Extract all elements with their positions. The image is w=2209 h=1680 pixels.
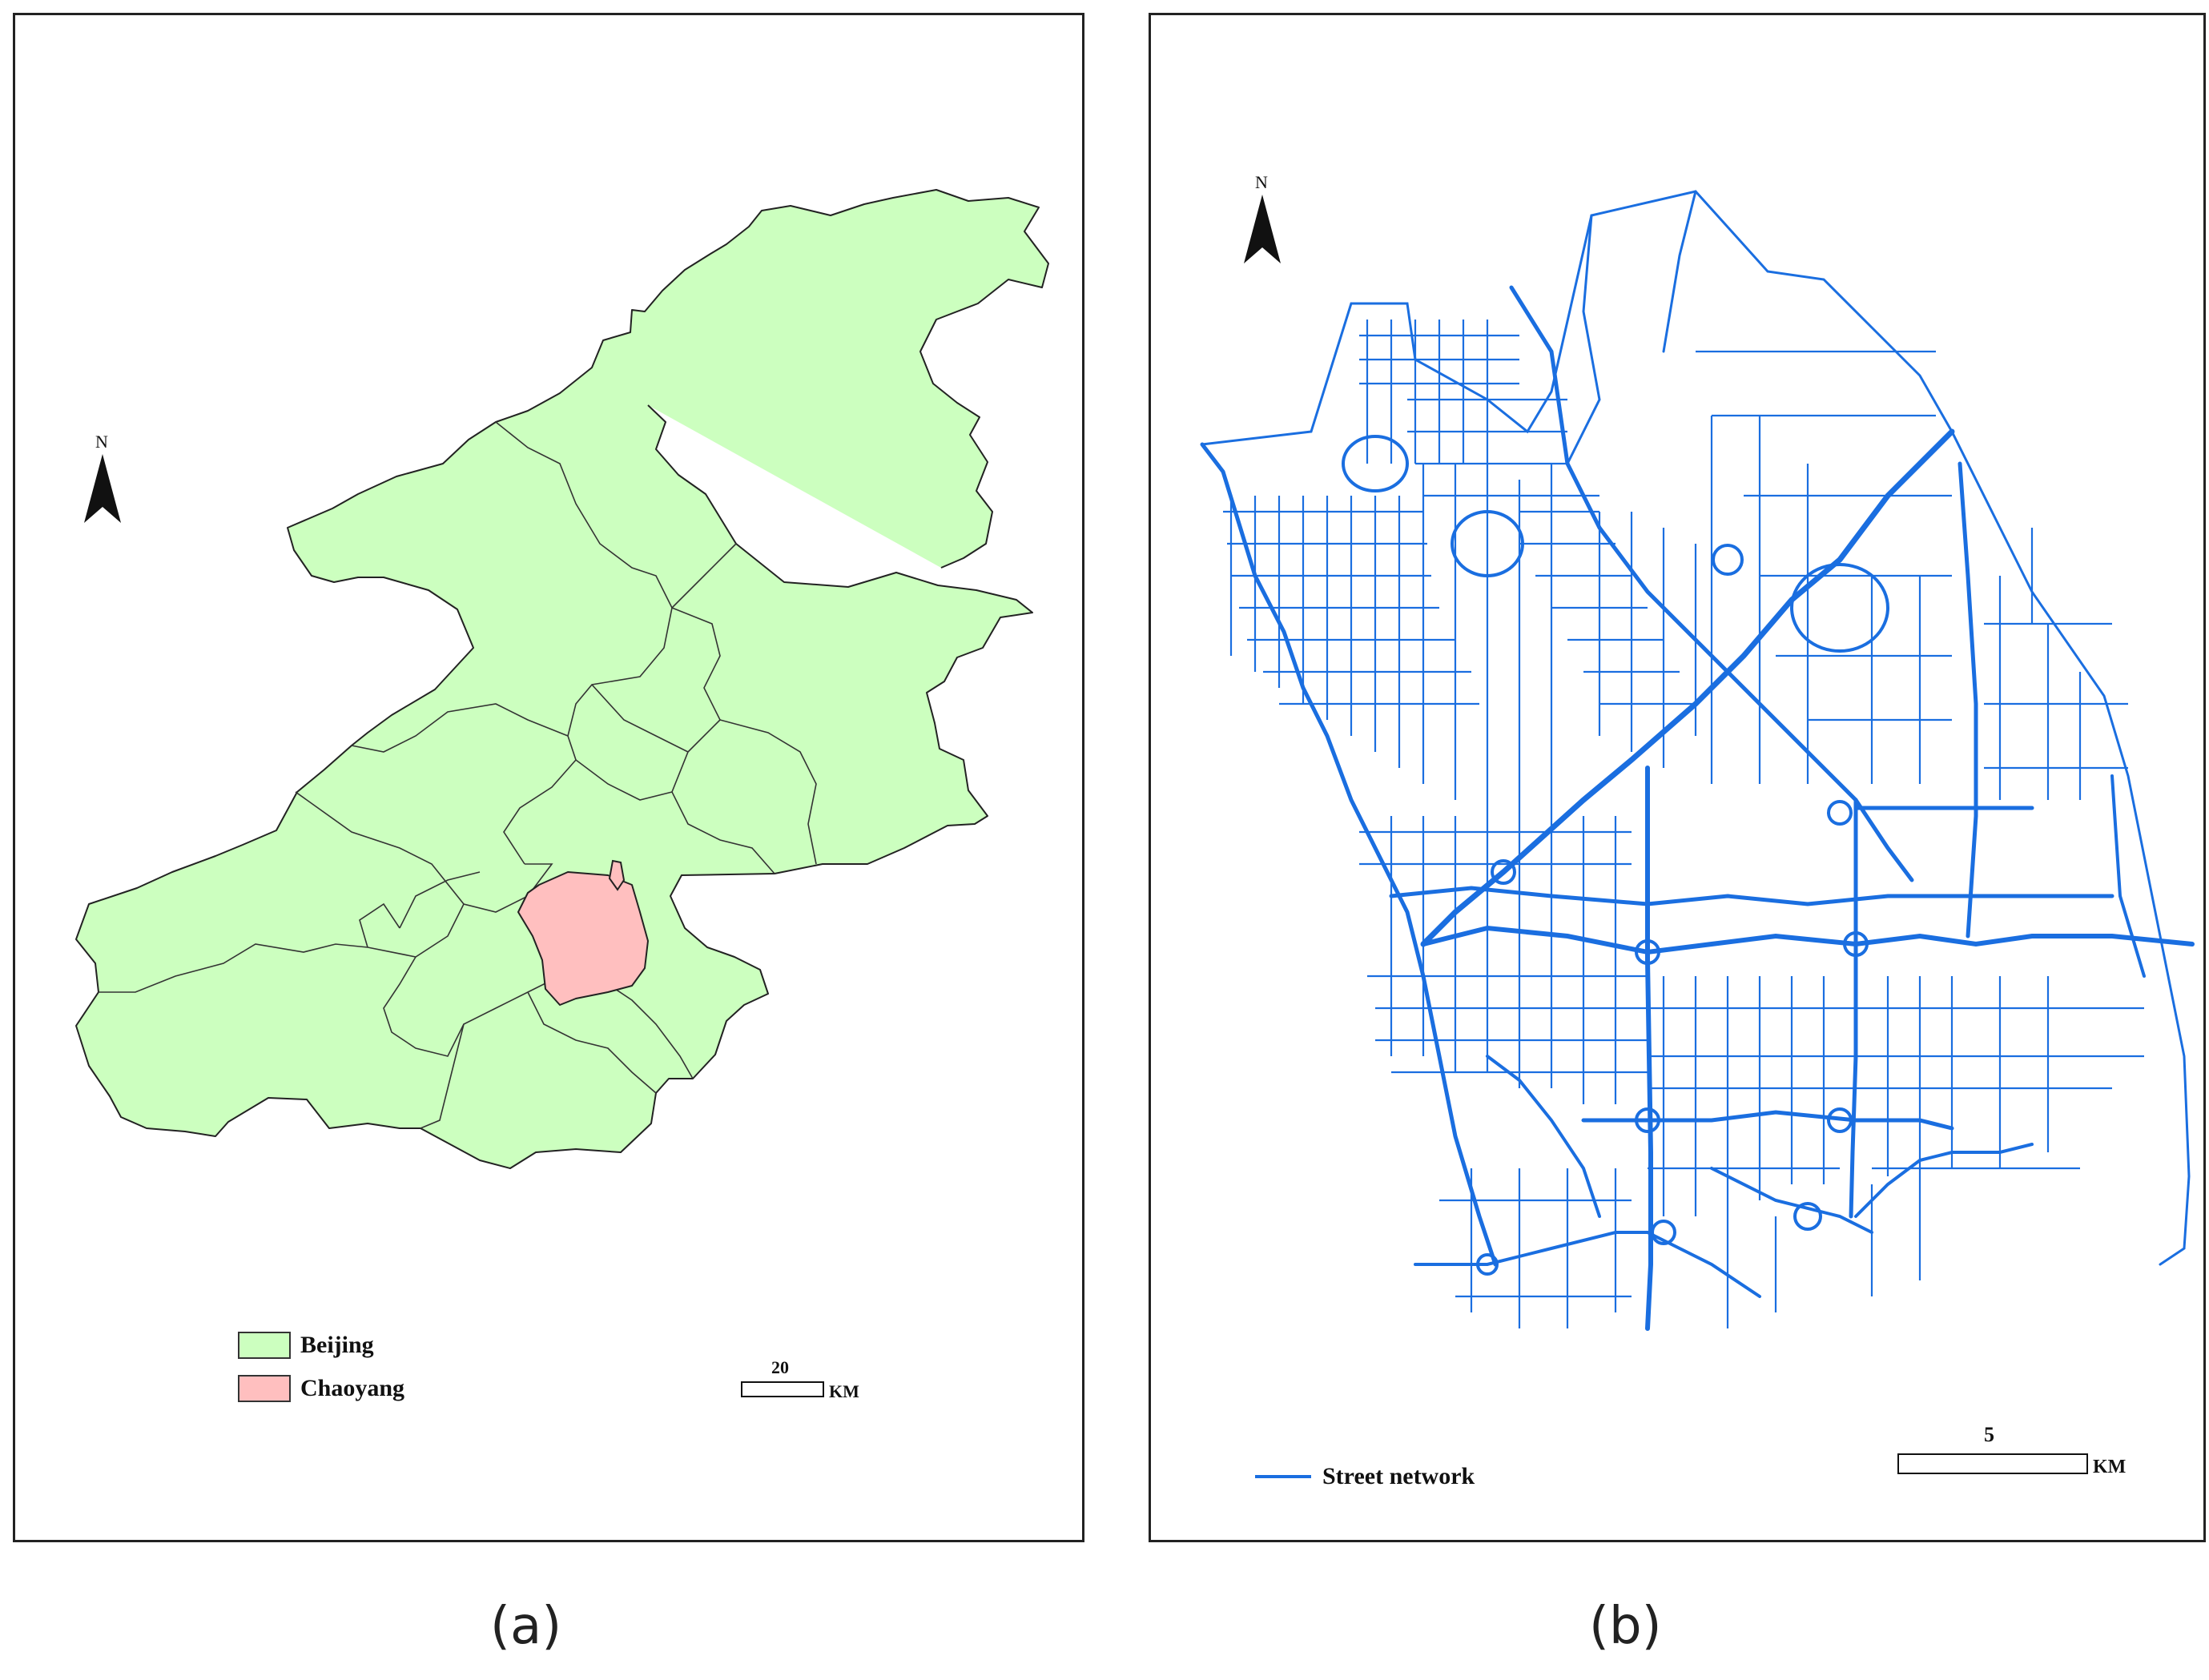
scale-bar — [1897, 1453, 2088, 1474]
north-arrow-icon — [1244, 195, 1281, 263]
map-panel-street-network: N — [1149, 13, 2206, 1542]
legend-swatch-chaoyang — [238, 1375, 291, 1402]
chaoyang-region — [517, 871, 649, 1006]
legend-item-street-network: Street network — [1255, 1463, 1475, 1490]
caption-b: (b) — [1589, 1597, 1662, 1656]
scale-unit: KM — [829, 1381, 859, 1401]
caption-a: (a) — [490, 1597, 562, 1656]
legend-item-beijing: Beijing — [238, 1332, 374, 1359]
legend-swatch-beijing — [238, 1332, 291, 1359]
legend-item-chaoyang: Chaoyang — [238, 1375, 404, 1402]
north-label: N — [1255, 172, 1268, 192]
beijing-district-map — [75, 189, 1049, 1169]
scale-unit: KM — [2093, 1457, 2127, 1477]
north-arrow-icon — [84, 454, 121, 523]
map-panel-beijing: N Beijing — [13, 13, 1084, 1542]
scale-value: 20 — [771, 1357, 789, 1377]
north-label: N — [95, 432, 108, 452]
legend-label: Street network — [1322, 1463, 1475, 1489]
scale-bar — [741, 1381, 824, 1397]
scale-value: 5 — [1984, 1423, 1994, 1446]
beijing-region — [75, 189, 1049, 1169]
legend-swatch-street — [1255, 1475, 1311, 1478]
legend-label: Beijing — [300, 1332, 374, 1358]
street-network-map — [1200, 190, 2195, 1331]
chaoyang-exclave — [608, 859, 626, 891]
legend-label: Chaoyang — [300, 1375, 405, 1401]
